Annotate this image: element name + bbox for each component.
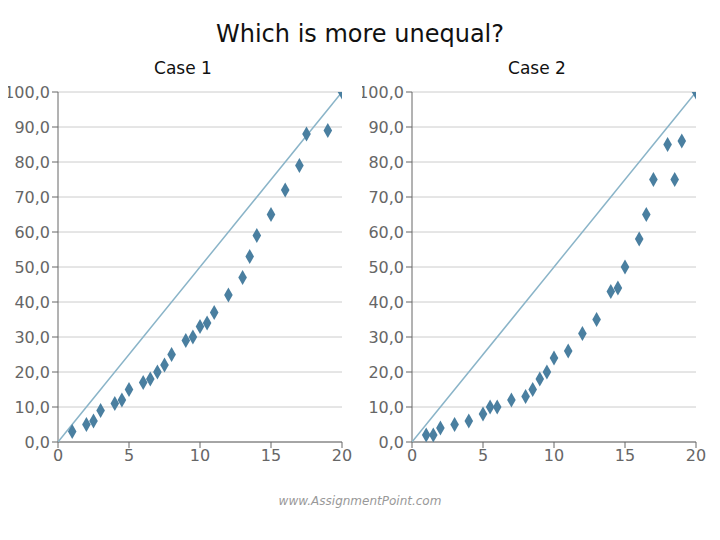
svg-text:20,0: 20,0 (368, 363, 404, 382)
svg-text:30,0: 30,0 (368, 328, 404, 347)
svg-text:100,0: 100,0 (362, 83, 404, 102)
svg-text:0,0: 0,0 (25, 433, 50, 452)
svg-text:70,0: 70,0 (368, 188, 404, 207)
html-text:www.AssignmentPoint.com: www.AssignmentPoint.com (278, 494, 442, 508)
svg-text:80,0: 80,0 (368, 153, 404, 172)
svg-text:15: 15 (261, 446, 281, 465)
svg-text:5: 5 (478, 446, 488, 465)
svg-text:50,0: 50,0 (14, 258, 50, 277)
svg-text:10: 10 (544, 446, 564, 465)
svg-text:60,0: 60,0 (14, 223, 50, 242)
html-text:Which is more unequal?: Which is more unequal? (216, 20, 504, 48)
svg-text:0,0: 0,0 (379, 433, 404, 452)
svg-text:40,0: 40,0 (14, 293, 50, 312)
html-text:Case 2: Case 2 (508, 58, 566, 78)
svg-text:15: 15 (615, 446, 635, 465)
svg-text:50,0: 50,0 (368, 258, 404, 277)
svg-text:80,0: 80,0 (14, 153, 50, 172)
svg-text:10,0: 10,0 (368, 398, 404, 417)
svg-text:70,0: 70,0 (14, 188, 50, 207)
svg-text:20: 20 (686, 446, 706, 465)
svg-text:20,0: 20,0 (14, 363, 50, 382)
svg-text:100,0: 100,0 (8, 83, 50, 102)
svg-text:0: 0 (53, 446, 63, 465)
svg-text:30,0: 30,0 (14, 328, 50, 347)
svg-text:90,0: 90,0 (14, 118, 50, 137)
svg-text:60,0: 60,0 (368, 223, 404, 242)
svg-text:10,0: 10,0 (14, 398, 50, 417)
svg-text:20: 20 (332, 446, 352, 465)
svg-text:0: 0 (407, 446, 417, 465)
html-text:Case 1: Case 1 (154, 58, 212, 78)
svg-text:10: 10 (190, 446, 210, 465)
svg-text:40,0: 40,0 (368, 293, 404, 312)
svg-text:5: 5 (124, 446, 134, 465)
svg-text:90,0: 90,0 (368, 118, 404, 137)
